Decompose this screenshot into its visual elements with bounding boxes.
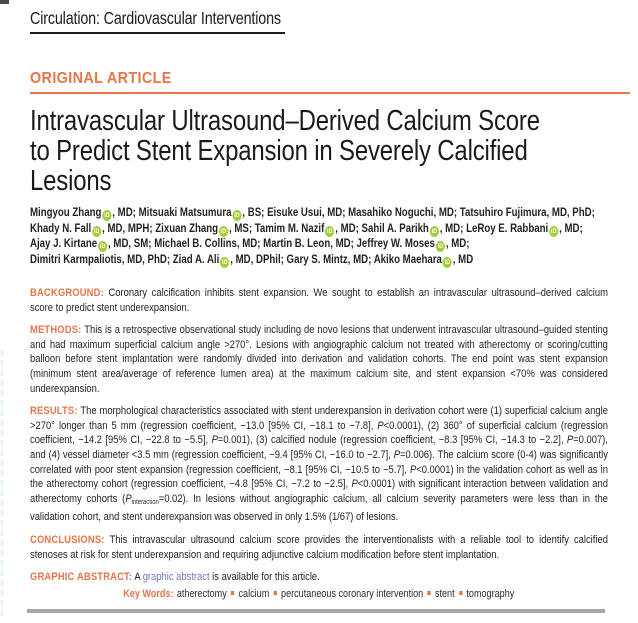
- title-line: Intravascular Ultrasound–Derived Calcium…: [30, 105, 540, 137]
- author-text: Ajay J. Kirtane: [30, 238, 98, 250]
- abstract-text: P: [211, 434, 218, 447]
- section-label: BACKGROUND:: [30, 287, 104, 299]
- orcid-icon[interactable]: iD: [218, 225, 229, 237]
- author-text: Khady N. Fall: [30, 222, 92, 235]
- orcid-icon[interactable]: iD: [97, 241, 108, 252]
- orcid-icon[interactable]: iD: [102, 210, 112, 221]
- footer-divider-bar: [27, 609, 605, 613]
- author-line: Dimitri Karmpaliotis, MD, PhD; Ziad A. A…: [30, 253, 595, 269]
- category-rule: [30, 92, 630, 94]
- orcid-icon[interactable]: iD: [549, 225, 559, 237]
- section-label: GRAPHIC ABSTRACT:: [30, 571, 133, 584]
- section-label: METHODS:: [30, 324, 82, 337]
- abstract-text: =0.001), (3) calcified nodule (regressio…: [217, 434, 567, 447]
- author-text: Mingyou Zhang: [30, 207, 102, 219]
- abstract-text: This intravascular ultrasound calcium sc…: [30, 533, 608, 561]
- author-text: , MD;: [112, 207, 139, 219]
- orcid-icon[interactable]: iD: [92, 225, 102, 237]
- author-text: , MD, DPhil; Gary S. Mintz, MD;: [230, 253, 374, 266]
- page-edge-dashes: [1, 350, 3, 616]
- title-line: Lesions: [30, 165, 112, 197]
- abstract-text: P: [393, 448, 401, 461]
- abstract-text: <0.0001), (2) 360° of superficial calciu…: [30, 419, 608, 447]
- orcid-icon[interactable]: iD: [220, 256, 230, 268]
- author-text: Tamim M. Nazif: [254, 222, 325, 235]
- abstract-text: P: [409, 463, 417, 476]
- keyword: tomography: [466, 588, 515, 600]
- author-text: , MD;: [559, 222, 583, 235]
- abstract-text: Coronary calcification inhibits stent ex…: [30, 287, 608, 314]
- author-line: Khady N. Fall iD, MD, MPH; Zixuan Zhang iD…: [30, 222, 595, 238]
- orcid-icon[interactable]: iD: [232, 210, 242, 221]
- abstract-text: P: [351, 478, 358, 491]
- author-text: , MD;: [439, 222, 467, 235]
- abstract-text: A: [134, 571, 143, 584]
- keyword-separator-square: [427, 591, 431, 595]
- orcid-icon[interactable]: iD: [435, 241, 445, 252]
- author-list: Mingyou Zhang iD, MD; Mitsuaki Matsumura i…: [30, 206, 595, 268]
- keyword-separator-square: [273, 591, 278, 595]
- abstract-paragraph: GRAPHIC ABSTRACT: A graphic abstract is …: [30, 570, 608, 585]
- author-text: Zixuan Zhang: [155, 222, 219, 235]
- keywords-row: Key Words: atherectomy calcium percutaneous…: [30, 588, 608, 600]
- abstract-text: P: [377, 419, 384, 432]
- section-label: CONCLUSIONS:: [30, 533, 105, 546]
- author-text: Jeffrey W. Moses: [356, 238, 435, 250]
- section-label: RESULTS:: [30, 405, 78, 418]
- keyword: percutaneous coronary intervention: [281, 588, 424, 600]
- abstract-text: <0.0001) with significant interaction be…: [30, 478, 608, 505]
- author-text: , MD, SM; Michael B. Collins, MD; Martin…: [108, 238, 357, 250]
- keywords-label: Key Words:: [123, 588, 174, 600]
- orcid-icon[interactable]: iD: [325, 225, 335, 237]
- author-text: , MS;: [228, 222, 255, 235]
- keyword: calcium: [238, 588, 270, 600]
- keyword-separator-square: [459, 591, 463, 595]
- graphic-abstract-link[interactable]: graphic abstract: [142, 571, 210, 584]
- author-line: Ajay J. Kirtane iD, MD, SM; Michael B. Co…: [30, 237, 595, 253]
- abstract-text: This is a retrospective observational st…: [30, 324, 608, 395]
- author-text: , MD;: [335, 222, 362, 235]
- author-text: Ziad A. Ali: [172, 253, 220, 266]
- author-text: , MD, MPH;: [102, 222, 156, 235]
- abstract-paragraph: RESULTS: The morphological characteristi…: [30, 404, 608, 525]
- abstract-text: The morphological characteristics associ…: [30, 405, 608, 432]
- page-title: Intravascular Ultrasound–Derived Calcium…: [30, 106, 540, 196]
- author-text: , MD: [452, 253, 474, 266]
- author-text: , MD;: [445, 238, 470, 250]
- author-text: Akiko Maehara: [373, 253, 442, 266]
- abstract-text: =0.007), and (4) vessel diameter <3.5 mm…: [30, 434, 608, 461]
- author-text: Dimitri Karmpaliotis, MD, PhD;: [30, 253, 173, 266]
- abstract-paragraph: BACKGROUND: Coronary calcification inhib…: [30, 286, 608, 315]
- author-text: , BS; Eisuke Usui, MD; Masahiko Noguchi,…: [242, 207, 595, 219]
- abstract-text: P: [125, 492, 132, 505]
- orcid-icon[interactable]: iD: [429, 225, 439, 237]
- author-line: Mingyou Zhang iD, MD; Mitsuaki Matsumura i…: [30, 206, 595, 222]
- keywords-content: Key Words: atherectomy calcium percutaneous…: [123, 588, 514, 600]
- abstract-text: interaction: [131, 498, 159, 506]
- abstract-text: =0.02). In lesions without angiographic …: [30, 492, 608, 524]
- abstract-text: =0.006). The calcium score (0-4) was sig…: [30, 448, 608, 476]
- article-category-label: ORIGINAL ARTICLE: [30, 70, 172, 87]
- abstract-paragraph: METHODS: This is a retrospective observa…: [30, 323, 608, 396]
- journal-title-link[interactable]: Circulation: Cardiovascular Intervention…: [30, 8, 286, 34]
- keyword-separator-square: [231, 591, 235, 595]
- abstract-body: BACKGROUND: Coronary calcification inhib…: [30, 286, 608, 593]
- author-text: LeRoy E. Rabbani: [466, 222, 549, 235]
- abstract-text: P: [566, 434, 574, 447]
- scan-corner-artifact: [0, 0, 9, 4]
- author-text: Mitsuaki Matsumura: [138, 207, 232, 219]
- author-text: Sahil A. Parikh: [361, 222, 429, 235]
- keyword: atherectomy: [177, 588, 227, 600]
- keyword: stent: [435, 588, 455, 600]
- abstract-text: <0.0001) in the validation cohort as wel…: [30, 463, 608, 491]
- abstract-paragraph: CONCLUSIONS: This intravascular ultrasou…: [30, 533, 608, 562]
- orcid-icon[interactable]: iD: [442, 256, 452, 268]
- title-line: to Predict Stent Expansion in Severely C…: [30, 135, 528, 167]
- abstract-text: is available for this article.: [209, 571, 320, 584]
